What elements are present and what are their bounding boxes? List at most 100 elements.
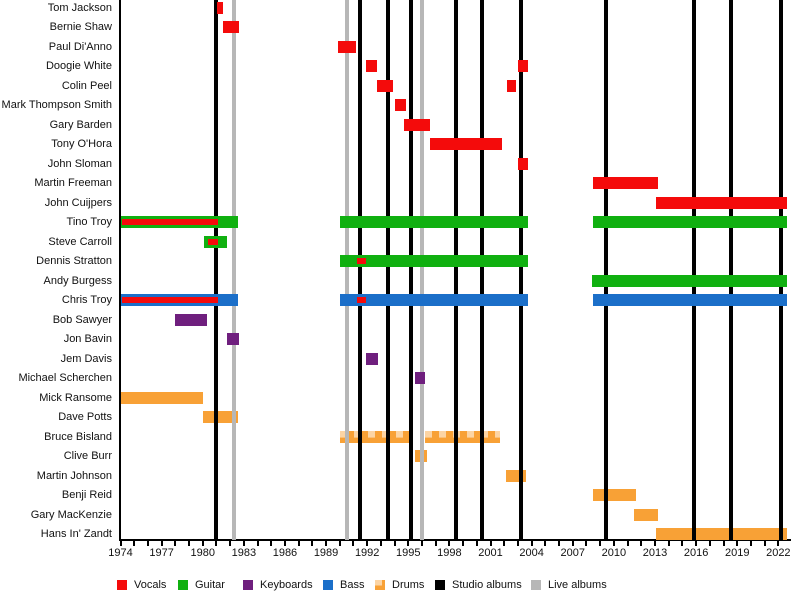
- member-bar-drums: [425, 430, 501, 443]
- x-axis-tick: [215, 541, 218, 546]
- album-line-studio: [519, 0, 524, 540]
- member-label: Dennis Stratton: [36, 255, 112, 267]
- x-axis-tick: [297, 541, 300, 546]
- x-axis-tick: [777, 541, 780, 546]
- x-axis-tick: [612, 541, 615, 546]
- x-axis-tick: [558, 541, 561, 546]
- member-label: Steve Carroll: [48, 235, 112, 248]
- member-label: Tony O'Hora: [51, 138, 112, 150]
- x-axis-tick: [530, 541, 533, 546]
- legend-swatch-live: [531, 580, 541, 590]
- x-axis-tick-label: 1977: [149, 547, 174, 559]
- x-axis-tick: [503, 541, 506, 546]
- member-bar-drums: [656, 528, 787, 540]
- x-axis-tick: [270, 541, 273, 546]
- x-axis-tick-label: 1998: [437, 547, 462, 559]
- x-axis-tick: [242, 541, 245, 546]
- x-axis-tick: [736, 541, 739, 546]
- member-label: Bernie Shaw: [49, 21, 112, 33]
- x-axis-tick: [722, 541, 725, 546]
- member-label: Mark Thompson Smith: [1, 99, 112, 111]
- x-axis-tick: [489, 541, 492, 546]
- member-bar-bass: [339, 294, 528, 306]
- member-label: Gary MacKenzie: [30, 508, 112, 521]
- vocal-stripe: [357, 297, 366, 303]
- member-label: Doogie White: [45, 60, 112, 72]
- legend-swatch-keyboards: [243, 580, 253, 590]
- x-axis-tick: [366, 541, 369, 546]
- member-bar-guitar: [593, 216, 787, 228]
- member-label: Colin Peel: [61, 79, 112, 92]
- legend-swatch-studio: [435, 580, 445, 590]
- x-axis-tick: [393, 541, 396, 546]
- x-axis-tick: [448, 541, 451, 546]
- album-line-studio: [214, 0, 219, 540]
- y-axis-line: [119, 0, 121, 541]
- x-axis-tick-label: 1980: [190, 547, 215, 559]
- member-label: Jon Bavin: [63, 333, 112, 345]
- member-bar-vocals: [506, 79, 516, 92]
- x-axis-tick: [763, 541, 766, 546]
- x-axis-tick: [160, 541, 163, 546]
- x-axis-tick-label: 2004: [519, 547, 544, 559]
- x-axis-tick-label: 1989: [313, 547, 339, 559]
- legend-label: Bass: [340, 579, 365, 591]
- album-line-studio: [454, 0, 459, 540]
- member-label: Hans In' Zandt: [40, 528, 112, 540]
- x-axis-tick: [434, 541, 437, 546]
- member-bar-vocals: [430, 138, 503, 150]
- member-label: Jem Davis: [60, 352, 112, 365]
- member-label: Paul Di'Anno: [48, 40, 112, 53]
- member-label: John Sloman: [47, 157, 112, 170]
- x-axis-tick: [667, 541, 670, 546]
- member-label: Bruce Bisland: [44, 430, 112, 443]
- member-bar-drums: [339, 430, 414, 443]
- x-axis-tick-label: 2022: [766, 547, 791, 559]
- member-label: Bob Sawyer: [52, 313, 112, 326]
- member-bar-vocals: [365, 60, 378, 72]
- album-line-studio: [358, 0, 363, 540]
- x-axis-tick: [421, 541, 423, 546]
- x-axis-tick: [653, 541, 656, 546]
- x-axis-tick-label: 1974: [108, 547, 133, 559]
- x-axis-tick: [133, 541, 136, 546]
- x-axis-tick-label: 1983: [231, 547, 257, 559]
- x-axis-tick: [708, 541, 711, 546]
- album-line-live: [345, 0, 350, 540]
- legend-swatch-bass: [323, 580, 333, 590]
- legend-swatch-guitar: [178, 580, 188, 590]
- x-axis-tick-label: 1986: [272, 547, 298, 559]
- x-axis-tick: [119, 541, 122, 546]
- member-bar-drums: [120, 391, 203, 404]
- member-label: Gary Barden: [49, 118, 112, 131]
- member-label: Michael Scherchen: [18, 372, 112, 384]
- member-label: Chris Troy: [61, 294, 112, 306]
- x-axis-tick: [571, 541, 574, 546]
- x-axis-tick-label: 2010: [601, 547, 627, 559]
- member-label: Andy Burgess: [43, 274, 112, 287]
- album-line-studio: [603, 0, 608, 540]
- member-bar-vocals: [517, 60, 529, 72]
- member-bar-keyboards: [226, 333, 240, 345]
- member-label: Dave Potts: [58, 411, 112, 423]
- x-axis-tick: [325, 541, 328, 546]
- member-bar-vocals: [222, 21, 240, 33]
- legend-label: Studio albums: [452, 579, 522, 591]
- x-axis-tick: [201, 541, 204, 546]
- legend-label: Live albums: [548, 579, 607, 591]
- member-bar-drums: [202, 411, 239, 423]
- x-axis-tick: [174, 541, 177, 546]
- vocal-stripe: [121, 297, 218, 303]
- x-axis-tick: [544, 541, 547, 546]
- x-axis-tick: [188, 541, 191, 546]
- member-bar-bass: [593, 294, 787, 306]
- member-bar-vocals: [338, 40, 356, 53]
- x-axis-tick: [475, 541, 478, 546]
- x-axis-tick: [256, 541, 259, 546]
- x-axis-tick: [352, 541, 355, 546]
- x-axis-tick-label: 2007: [560, 547, 585, 559]
- legend-swatch-vocals: [117, 580, 127, 590]
- member-bar-vocals: [217, 1, 223, 14]
- member-bar-vocals: [377, 79, 394, 92]
- x-axis-line: [119, 539, 791, 541]
